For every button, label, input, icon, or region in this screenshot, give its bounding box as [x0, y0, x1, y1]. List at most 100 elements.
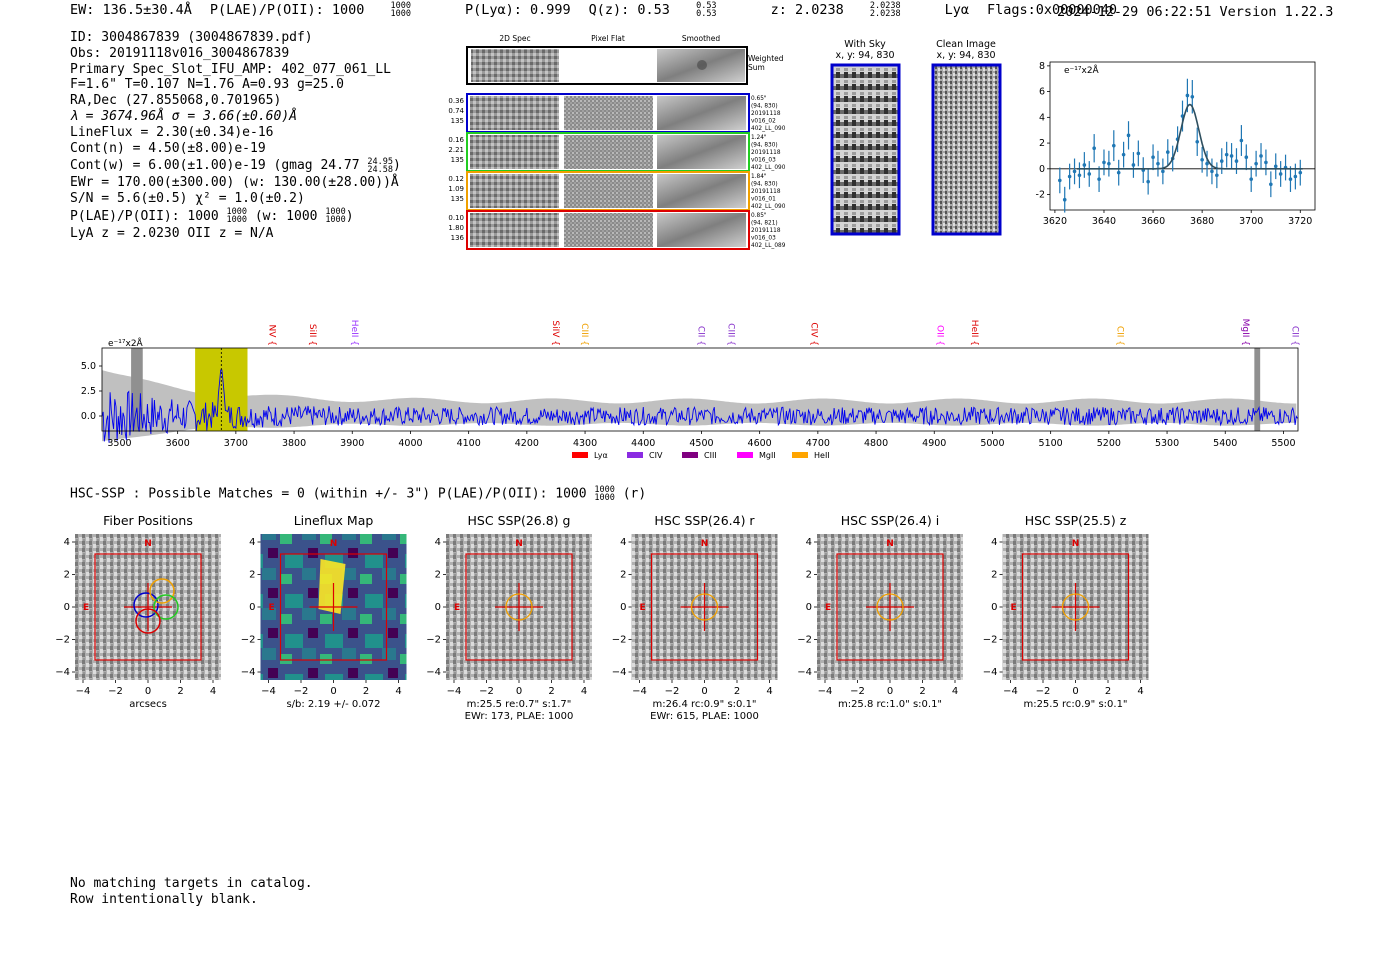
- spectrum-xtick-label: 4600: [748, 438, 772, 449]
- cutout-flat-image: [564, 96, 653, 130]
- cutout-flat-image: [564, 135, 653, 169]
- cutout-right-label: 1.24": [751, 135, 767, 141]
- hsc-ytick-label: 2: [620, 570, 626, 581]
- spectrum-line-label: OII {: [934, 325, 944, 346]
- cutout-left-label: 135: [451, 195, 464, 203]
- fit-unit-label: e⁻¹⁷x2Å: [1064, 64, 1100, 76]
- legend-swatch: [572, 452, 588, 458]
- spectrum-ytick-label: 5.0: [81, 361, 96, 372]
- compass-north: N: [144, 539, 152, 549]
- fit-data-point: [1126, 133, 1131, 138]
- hsc-xtick-label: −2: [850, 686, 865, 697]
- hsc-ytick-label: 0: [249, 602, 255, 613]
- fit-data-point: [1121, 152, 1126, 157]
- hsc-panel-title: HSC SSP(26.8) g: [468, 513, 571, 528]
- spectrum-line-label: NV {: [267, 325, 277, 346]
- fit-data-point: [1111, 143, 1116, 148]
- z-value: z: 2.0238 2.0238 2.0238: [770, 1, 901, 19]
- fit-ytick-label: 6: [1039, 87, 1045, 98]
- hsc-xtick-label: 2: [919, 686, 925, 697]
- hsc-ytick-label: 2: [249, 570, 255, 581]
- weighted-2d-image: [471, 49, 559, 82]
- col-label-2dspec: 2D Spec: [499, 34, 530, 43]
- spectrum-xtick-label: 5000: [980, 438, 1004, 449]
- hsc-xtick-label: 4: [766, 686, 772, 697]
- hsc-aperture-box: [836, 553, 944, 661]
- cutout-smoothed-image: [657, 135, 746, 169]
- cutout-left-label: 135: [451, 156, 464, 164]
- cutout-2d-image: [470, 213, 559, 247]
- fit-model-curve: [1077, 103, 1303, 170]
- hsc-ytick-label: −2: [241, 635, 256, 646]
- fit-data-point: [1156, 161, 1160, 166]
- fit-data-point: [1116, 170, 1121, 175]
- spectrum-line-label: SiII {: [307, 324, 317, 346]
- fit-data-point: [1102, 160, 1106, 165]
- fit-data-point: [1058, 178, 1062, 183]
- spectrum-xtick-label: 3700: [224, 438, 248, 449]
- fit-xtick-label: 3640: [1092, 216, 1116, 227]
- info-lineflux: LineFlux = 2.30(±0.34)e-16: [70, 124, 274, 140]
- fit-data-point: [1239, 138, 1244, 143]
- hsc-source-circle: [1061, 593, 1090, 621]
- cutout-right-label: 20191118: [751, 150, 781, 156]
- fit-data-point: [1244, 155, 1249, 160]
- cutout-left-label: 0.12: [448, 175, 464, 183]
- fit-data-point: [1249, 177, 1254, 181]
- spectrum-xtick-label: 3500: [107, 438, 131, 449]
- fit-data-point: [1151, 155, 1155, 160]
- hsc-xtick-label: 4: [395, 686, 401, 697]
- spectrum-line-label: HeII {: [969, 320, 979, 346]
- spectrum-xtick-label: 4300: [573, 438, 597, 449]
- hsc-ytick-label: −2: [426, 635, 441, 646]
- plae-value: P(LAE)/P(OII): 1000 1000 1000: [209, 1, 411, 19]
- hsc-xtick-label: 0: [701, 686, 707, 697]
- spectrum-xtick-label: 3600: [166, 438, 190, 449]
- cutout-right-label: (94, 830): [751, 143, 778, 149]
- hsc-xtick-label: 2: [177, 686, 183, 697]
- hsc-caption: m:25.5 rc:0.9" s:0.1": [1023, 699, 1127, 710]
- qz-value: Q(z): 0.53 0.53 0.53: [588, 1, 717, 19]
- cutout-right-label: (94, 830): [751, 182, 778, 188]
- hsc-xtick-label: 4: [1137, 686, 1143, 697]
- cutout-right-label: (94, 830): [751, 104, 778, 110]
- fit-ytick-label: 0: [1039, 164, 1045, 175]
- hsc-aperture-box: [279, 553, 388, 661]
- spectrum-xtick-label: 4100: [457, 438, 481, 449]
- info-primary: Primary Spec_Slot_IFU_AMP: 402_077_061_L…: [70, 61, 391, 77]
- fit-data-point: [1229, 154, 1234, 158]
- hsc-xtick-label: 2: [734, 686, 740, 697]
- info-contn: Cont(n) = 4.50(±8.00)e-19: [70, 140, 266, 156]
- hsc-xtick-label: 0: [516, 686, 522, 697]
- fit-data-point: [1234, 159, 1239, 163]
- cutout-left-label: 2.21: [448, 146, 464, 154]
- compass-east: E: [269, 603, 275, 613]
- hsc-panel: HSC SSP(25.5) z N E −4 4 −2 2 0 0 2 −2 4 −4 m:25.5 rc…: [983, 513, 1149, 710]
- cutout-left-label: 0.36: [448, 97, 464, 105]
- fit-data-point: [1185, 93, 1190, 98]
- cutout-right-label: 0.65": [751, 96, 767, 102]
- hsc-xtick-label: −2: [294, 686, 309, 697]
- footer-line-1: No matching targets in catalog.: [70, 876, 313, 891]
- fiber-circle: [149, 578, 175, 604]
- spectrum-line-label: CIV {: [809, 322, 819, 346]
- cutout-smoothed-image: [657, 174, 746, 208]
- hsc-ytick-label: −2: [983, 635, 998, 646]
- hsc-ytick-label: −2: [55, 635, 70, 646]
- spectrum-line-label: SiIV {: [550, 320, 560, 346]
- hsc-xtick-label: 4: [210, 686, 216, 697]
- hsc-xtick-label: 0: [1072, 686, 1078, 697]
- hsc-xtick-label: 0: [330, 686, 336, 697]
- footer-line-2: Row intentionally blank.: [70, 891, 258, 907]
- info-lambda: λ = 3674.96Å σ = 3.66(±0.60)Å: [70, 108, 297, 124]
- spectrum-line-label: CIII {: [725, 323, 735, 346]
- cutout-right-label: v016_01: [751, 197, 776, 203]
- hsc-ytick-label: 0: [620, 602, 626, 613]
- cutout-right-label: 0.85": [751, 213, 767, 219]
- cutout-right-label: v016_02: [751, 119, 776, 125]
- legend-swatch: [792, 452, 808, 458]
- hsc-panel: HSC SSP(26.4) r N E −4 4 −2 2 0 0 2 −2 4 −4 m:26.4 rc…: [612, 513, 778, 722]
- cutout-smoothed-image: [657, 96, 746, 130]
- summary-header: EW: 136.5±30.4Å P(LAE)/P(OII): 1000 1000 1…: [70, 1, 1135, 19]
- hsc-ytick-label: 4: [249, 537, 255, 548]
